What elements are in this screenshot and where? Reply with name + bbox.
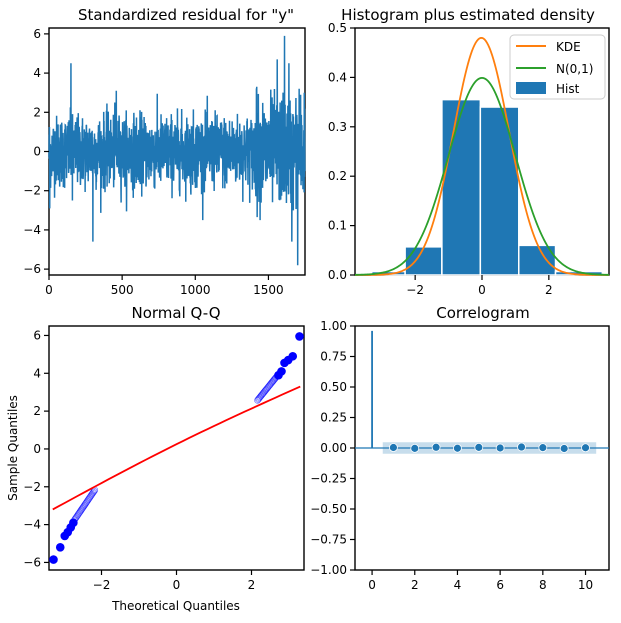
correlogram-ytick-label: 1.00 xyxy=(320,319,347,333)
residual-ytick-label: 6 xyxy=(33,27,41,41)
qq-extreme-point xyxy=(55,543,65,552)
histogram-legend: KDE N(0,1) Hist xyxy=(509,34,606,100)
panel-histogram: Histogram plus estimated density −2 0 2 0.0… xyxy=(328,6,610,297)
correlogram-ytick-label: 0.25 xyxy=(320,411,347,425)
histogram-ytick-label: 0.1 xyxy=(328,219,347,233)
qq-extreme-point xyxy=(280,358,289,368)
correlogram-xtick-label: 10 xyxy=(578,578,593,592)
residual-ytick-label: 0 xyxy=(33,145,41,159)
acf-marker xyxy=(410,443,420,453)
legend-label-kde: KDE xyxy=(556,40,581,54)
correlogram-ytick-label: 0.50 xyxy=(320,380,347,394)
histogram-xtick-label: 0 xyxy=(478,283,486,297)
qq-xtick-label: 0 xyxy=(173,578,181,592)
qq-ylabel: Sample Quantiles xyxy=(6,395,20,501)
histogram-bar xyxy=(479,106,520,276)
qq-title: Normal Q-Q xyxy=(131,304,220,322)
kde-curve xyxy=(355,37,609,276)
normal-curve xyxy=(354,76,610,276)
qq-ytick-label: −2 xyxy=(23,480,41,494)
histogram-ytick-label: 0.0 xyxy=(328,268,347,282)
acf-marker xyxy=(495,443,505,453)
correlogram-ytick-label: −0.75 xyxy=(310,533,347,547)
histogram-ytick-label: 0.3 xyxy=(328,120,347,134)
qq-extreme-point xyxy=(295,332,304,341)
residual-ytick-label: −2 xyxy=(23,184,41,198)
acf-marker xyxy=(474,442,484,452)
correlogram-xtick-label: 8 xyxy=(539,578,547,592)
qq-ytick-label: 0 xyxy=(33,442,41,456)
correlogram-ytick-label: 0.75 xyxy=(320,350,347,364)
legend-label-normal: N(0,1) xyxy=(556,62,593,76)
histogram-ytick-label: 0.4 xyxy=(328,70,347,84)
correlogram-xtick-label: 0 xyxy=(368,578,376,592)
residual-xtick-label: 500 xyxy=(111,283,134,297)
acf-marker xyxy=(559,444,569,453)
qq-ytick-label: 4 xyxy=(33,366,41,380)
histogram-ticks: −2 0 2 0.0 0.1 0.2 0.3 0.4 0.5 xyxy=(328,21,553,297)
correlogram-ytick-label: 0.00 xyxy=(320,441,347,455)
qq-xtick-label: 2 xyxy=(248,578,256,592)
qq-xlabel: Theoretical Quantiles xyxy=(111,599,240,613)
qq-xtick-label: −2 xyxy=(93,578,111,592)
histogram-bars-and-curves xyxy=(354,37,610,276)
qq-ytick-label: 6 xyxy=(33,328,41,342)
qq-point xyxy=(90,487,98,495)
acf-marker xyxy=(389,443,398,452)
residual-ytick-label: 4 xyxy=(33,66,41,80)
qq-reference-line xyxy=(52,385,301,511)
panel-residual: Standardized residual for "y" 0 500 1000 15… xyxy=(23,6,306,297)
residual-ticks: 0 500 1000 1500 −6 −4 −2 0 2 4 6 xyxy=(23,27,283,297)
acf-marker xyxy=(581,443,590,453)
residual-ytick-label: 2 xyxy=(33,105,41,119)
qq-extreme-point xyxy=(274,370,283,380)
residual-ytick-label: −4 xyxy=(23,223,41,237)
correlogram-ytick-label: −1.00 xyxy=(310,563,347,577)
acf-marker xyxy=(453,443,462,453)
histogram-xtick-label: 2 xyxy=(545,283,553,297)
residual-xtick-label: 1000 xyxy=(180,283,211,297)
residual-ytick-label: −6 xyxy=(23,262,41,276)
correlogram-stems xyxy=(355,330,609,454)
correlogram-ytick-label: −0.25 xyxy=(310,472,347,486)
correlogram-title: Correlogram xyxy=(436,304,529,322)
histogram-ytick-label: 0.2 xyxy=(328,169,347,183)
panel-qq: Normal Q-Q −2 0 2 −6 −4 −2 0 2 4 6 Theoretical Qu… xyxy=(6,304,305,613)
acf-marker xyxy=(431,442,441,452)
correlogram-xtick-label: 2 xyxy=(411,578,419,592)
residual-series xyxy=(48,35,306,266)
correlogram-ticks: 0 2 4 6 8 10 −1.00 −0.75 −0.50 −0.25 0.00 0.25 0.50 0… xyxy=(310,319,593,592)
correlogram-ytick-label: −0.50 xyxy=(310,502,347,516)
residual-xtick-label: 1500 xyxy=(253,283,284,297)
correlogram-xtick-label: 4 xyxy=(454,578,462,592)
qq-points-and-line xyxy=(49,332,304,564)
qq-ytick-label: −4 xyxy=(23,518,41,532)
acf-marker xyxy=(538,443,548,453)
panel-correlogram: Correlogram 0 2 4 6 8 10−1.00−0.75−0.50−0.250… xyxy=(310,304,610,592)
histogram-bar xyxy=(441,98,482,276)
histogram-xtick-label: −2 xyxy=(406,283,424,297)
residual-title: Standardized residual for "y" xyxy=(78,6,294,24)
correlogram-xtick-label: 6 xyxy=(496,578,504,592)
histogram-title: Histogram plus estimated density xyxy=(341,6,595,24)
qq-ytick-label: −6 xyxy=(23,555,41,569)
histogram-ytick-label: 0.5 xyxy=(328,21,347,35)
legend-swatch-hist xyxy=(516,82,546,94)
histogram-bar xyxy=(404,246,443,276)
legend-label-hist: Hist xyxy=(556,82,580,96)
qq-extreme-point xyxy=(69,518,78,528)
acf-marker xyxy=(517,442,526,452)
qq-point xyxy=(90,488,97,496)
qq-extreme-point xyxy=(49,555,58,564)
qq-ticks: −2 0 2 −6 −4 −2 0 2 4 6 xyxy=(23,328,255,592)
qq-plot-frame xyxy=(48,325,305,571)
residual-line xyxy=(48,35,306,266)
residual-xtick-label: 0 xyxy=(45,283,53,297)
qq-ytick-label: 2 xyxy=(33,404,41,418)
